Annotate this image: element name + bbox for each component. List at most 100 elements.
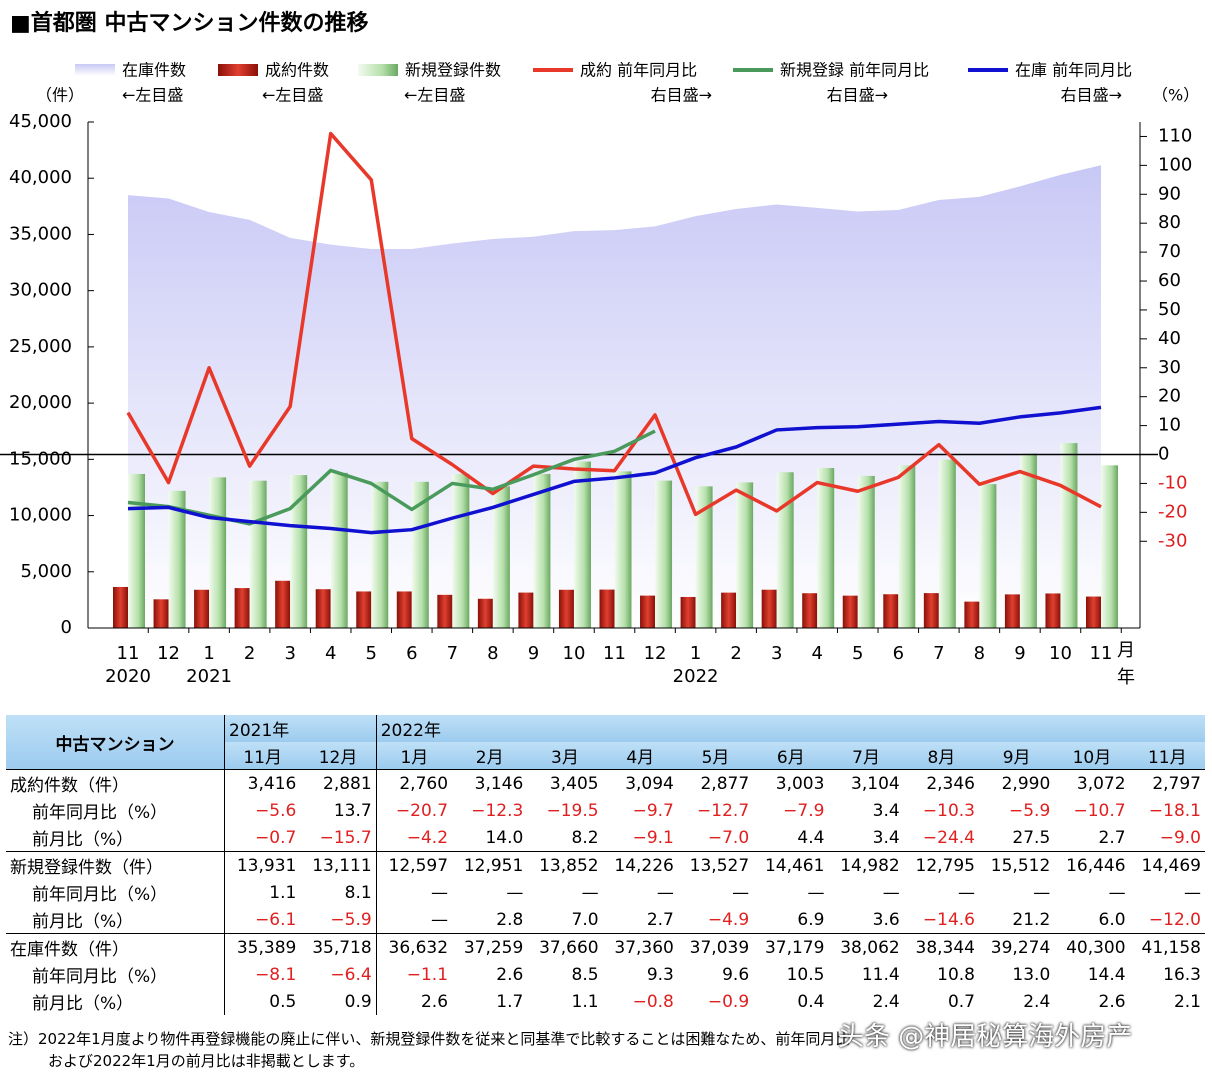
month-header: 7月 <box>828 742 904 770</box>
bar <box>1060 443 1078 628</box>
cell: 2.4 <box>872 991 900 1012</box>
cell: −8.1 <box>224 961 301 988</box>
cell: 0.5 <box>224 988 301 1015</box>
legend-label: 新規登録件数 <box>405 61 501 80</box>
cell: 35,718 <box>300 933 377 961</box>
cell: −15.7 <box>319 827 372 848</box>
month-header: 10月 <box>1054 742 1130 770</box>
x-tick-label: 11 <box>1090 643 1113 664</box>
cell: 2.6 <box>375 988 453 1015</box>
x-tick-label: 1 <box>690 643 701 664</box>
month-header: 9月 <box>979 742 1055 770</box>
y2-tick-label: 90 <box>1158 183 1181 204</box>
legend-label: 新規登録 前年同月比 <box>780 61 929 80</box>
cell: 14,461 <box>753 851 829 879</box>
y2-tick-label: 70 <box>1158 241 1181 262</box>
month-header: 4月 <box>602 742 678 770</box>
bar <box>558 589 574 628</box>
cell: 37,360 <box>602 933 678 961</box>
table-row: 前月比（%） −0.7 −15.7 −4.2 14.0 8.2 −9.1 −7.0 4.4 3.4… <box>6 824 1205 852</box>
month-header: 8月 <box>903 742 979 770</box>
cell: −5.6 <box>224 797 301 824</box>
cell: 2,877 <box>677 769 754 797</box>
bar <box>817 468 835 628</box>
cell: 13.7 <box>333 800 372 821</box>
cell: −19.5 <box>546 800 599 821</box>
cell: 6.0 <box>1098 909 1126 930</box>
bar <box>599 589 615 628</box>
y2-tick-label: 110 <box>1158 125 1192 146</box>
bar <box>1045 593 1061 628</box>
bar <box>533 473 551 628</box>
cell: −10.7 <box>1073 800 1126 821</box>
cell: 37,179 <box>753 933 829 961</box>
cell: 1.1 <box>571 991 599 1012</box>
bar <box>168 490 186 628</box>
y-tick-label: 25,000 <box>9 336 72 357</box>
bar <box>249 480 267 628</box>
cell: — <box>1108 882 1126 903</box>
header-row: 中古マンション 2021年 2022年 <box>6 715 1205 770</box>
cell: — <box>958 882 975 903</box>
bar <box>979 484 997 628</box>
bar <box>1004 594 1020 628</box>
month-header: 12月 <box>300 742 377 770</box>
y2-tick-label: 0 <box>1158 444 1169 465</box>
row-label: 成約件数（件） <box>6 769 225 797</box>
x-tick-label: 3 <box>284 643 295 664</box>
cell: −12.0 <box>1148 909 1201 930</box>
y-tick-label: 30,000 <box>9 280 72 301</box>
y2-tick-label: 20 <box>1158 386 1181 407</box>
cell: −20.7 <box>375 797 453 824</box>
cell: 2,760 <box>375 769 453 797</box>
bar <box>452 473 470 628</box>
bar <box>492 486 510 628</box>
bar <box>411 481 429 628</box>
bar <box>477 598 493 628</box>
legend-swatch <box>218 64 258 76</box>
cell: 11.4 <box>861 964 900 985</box>
x-tick-label: 2 <box>730 643 741 664</box>
x-year-label: 2021 <box>186 666 232 687</box>
y2-tick-label: -30 <box>1158 530 1187 551</box>
y2-tick-label: -10 <box>1158 472 1187 493</box>
x-tick-label: 8 <box>487 643 498 664</box>
legend-note: 右目盛→ <box>651 86 712 105</box>
bar <box>776 472 794 628</box>
cell: 14,226 <box>602 851 678 879</box>
line <box>126 131 1102 517</box>
cell: 9.6 <box>722 964 750 985</box>
cell: — <box>656 882 674 903</box>
bar <box>573 461 591 628</box>
header-row: 11月 12月 1月 2月 3月 4月 5月 6月 7月 8月 9月 10月 11月 <box>6 742 1205 770</box>
bar <box>234 588 250 628</box>
y-tick-label: 35,000 <box>9 223 72 244</box>
cell: 0.4 <box>797 991 825 1012</box>
cell: 37,660 <box>527 933 603 961</box>
cell: 3,094 <box>602 769 678 797</box>
cell: 14.0 <box>485 827 524 848</box>
month-header: 11月 <box>1129 742 1205 770</box>
y-tick-label: 5,000 <box>20 561 72 582</box>
row-label: 前年同月比（%） <box>32 803 168 823</box>
chart-title: ■首都圏 中古マンション件数の推移 <box>10 10 368 36</box>
line <box>127 405 1102 535</box>
bar <box>761 589 777 628</box>
y2-tick-label: 100 <box>1158 154 1192 175</box>
bar <box>209 477 227 628</box>
x-tick-label: 6 <box>406 643 417 664</box>
x-tick-label: 12 <box>644 643 667 664</box>
x-tick-label: 10 <box>1049 643 1072 664</box>
cell: — <box>1184 882 1201 903</box>
y2-unit: （%） <box>1152 86 1199 105</box>
cell: 14.4 <box>1087 964 1126 985</box>
cell: −7.9 <box>783 800 825 821</box>
cell: −4.2 <box>375 824 453 852</box>
cell: 3.4 <box>872 827 900 848</box>
legend-note: ←左目盛 <box>404 86 465 105</box>
cell: 13,931 <box>224 851 301 879</box>
x-tick-label: 11 <box>603 643 626 664</box>
row-label: 前月比（%） <box>32 830 134 850</box>
cell: 4.4 <box>797 827 825 848</box>
